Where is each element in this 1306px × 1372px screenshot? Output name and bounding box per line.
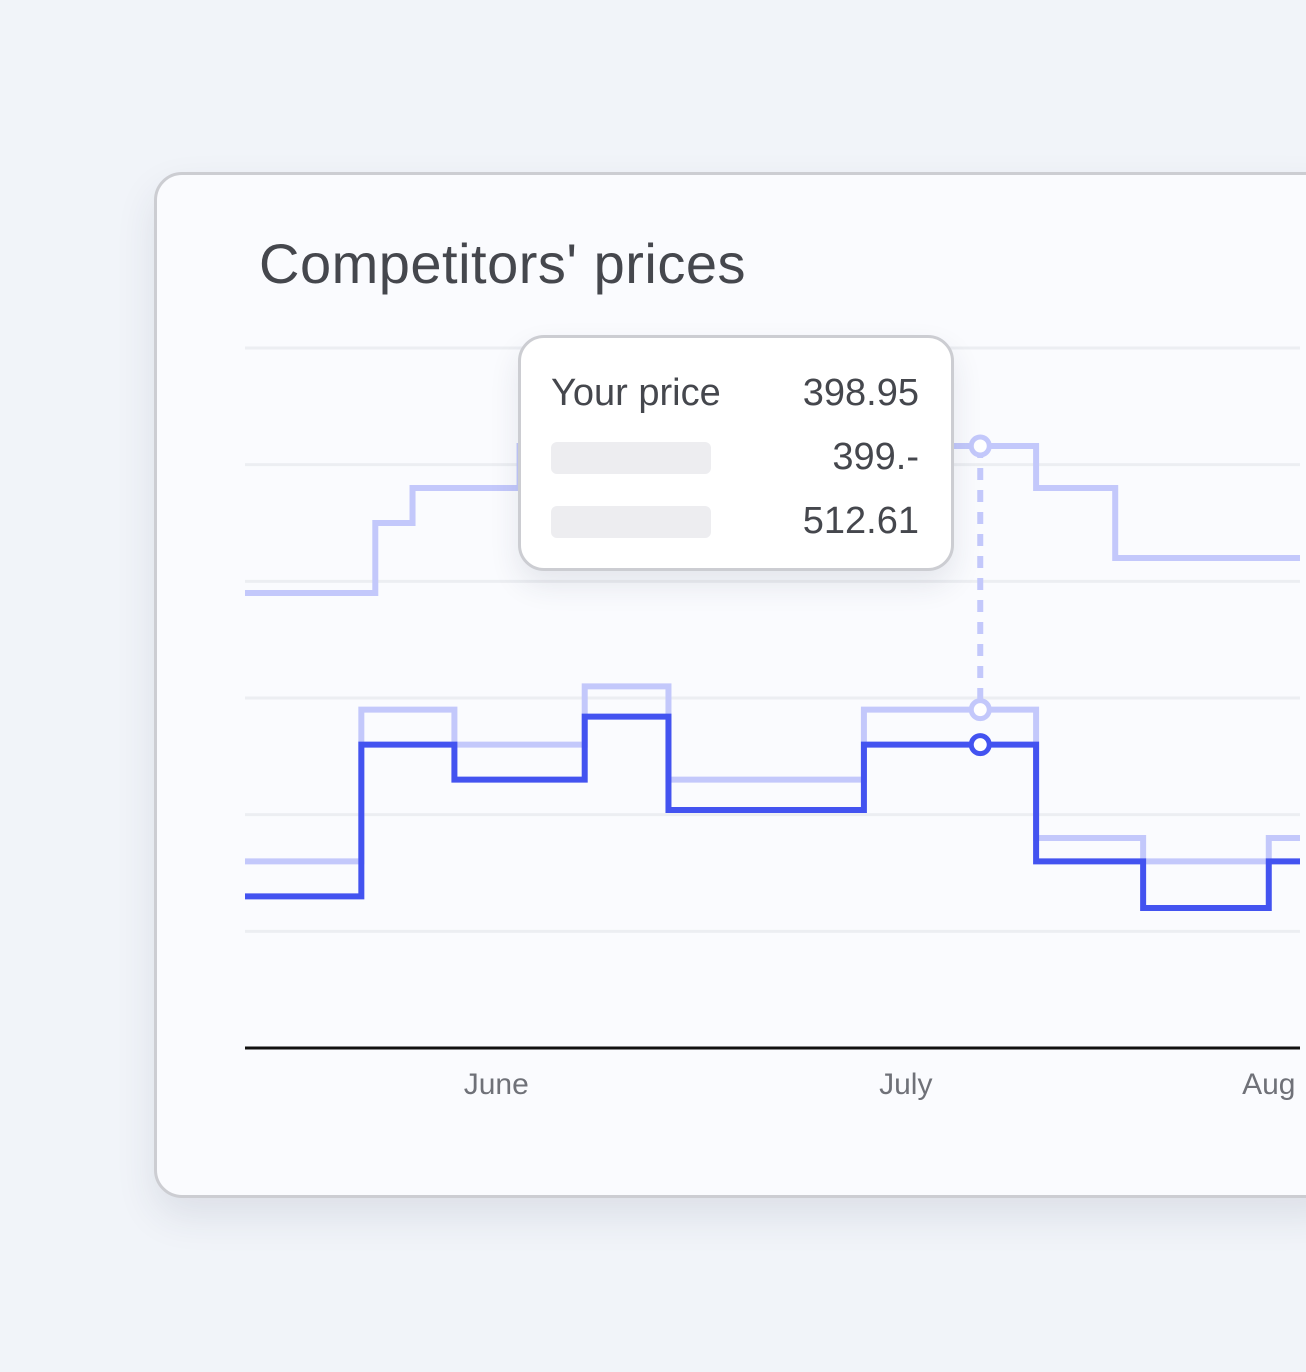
tooltip-value-your-price: 398.95 [802, 372, 919, 414]
hover-guide [968, 434, 992, 757]
x-tick-label: June [463, 1068, 529, 1101]
tooltip-value-competitor-2: 512.61 [802, 500, 919, 542]
competitor-price-line [245, 683, 1300, 865]
your-price-line [245, 713, 1300, 911]
tooltip-row-competitor-1: 399.- [551, 436, 919, 478]
your-price-marker [968, 733, 992, 757]
tooltip-row-competitor-2: 512.61 [551, 500, 919, 542]
price-tooltip: Your price 398.95 399.- 512.61 [518, 335, 954, 571]
tooltip-label-placeholder [551, 506, 711, 538]
tooltip-row-your-price: Your price 398.95 [551, 372, 919, 414]
tooltip-label-your-price: Your price [551, 372, 721, 414]
x-tick-label: Aug [1242, 1068, 1296, 1101]
tooltip-label-placeholder [551, 442, 711, 474]
competitor-marker [968, 434, 992, 458]
tooltip-value-competitor-1: 399.- [832, 436, 919, 478]
x-tick-label: July [879, 1068, 933, 1101]
competitor-marker [968, 698, 992, 722]
chart-title: Competitors' prices [259, 232, 747, 295]
